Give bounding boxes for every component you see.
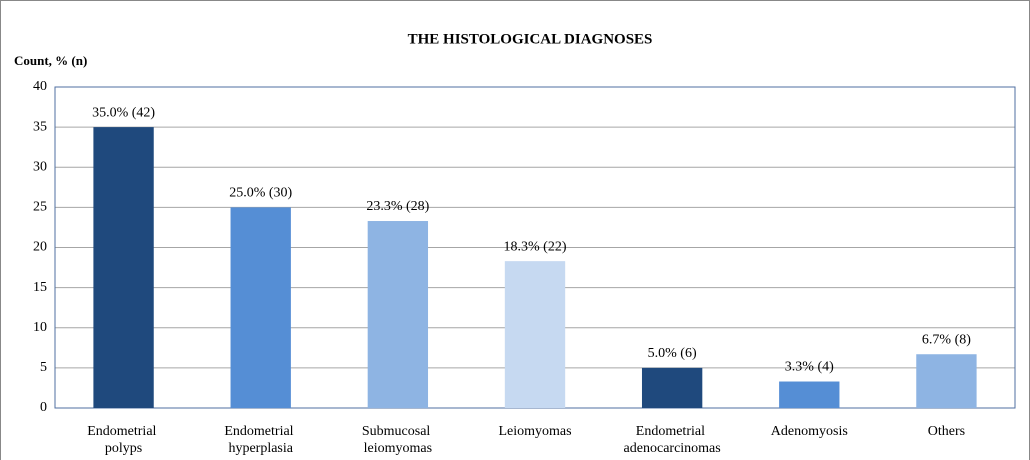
data-label: 23.3% (28) — [366, 199, 429, 214]
x-tick-label: Endometrial adenocarcinomas — [624, 424, 721, 456]
y-tick-label: 40 — [33, 79, 47, 94]
bar — [367, 221, 429, 408]
data-label: 18.3% (22) — [504, 239, 567, 254]
bar — [93, 127, 154, 408]
y-axis-label: Count, % (n) — [14, 53, 87, 68]
x-tick-label: Adenomyosis — [771, 424, 848, 439]
chart-title: THE HISTOLOGICAL DIAGNOSES — [408, 31, 653, 47]
data-label: 3.3% (4) — [785, 360, 834, 375]
y-tick-label: 35 — [33, 119, 47, 134]
data-label: 5.0% (6) — [648, 346, 697, 361]
y-tick-label: 20 — [33, 240, 47, 255]
y-tick-label: 10 — [33, 320, 47, 335]
data-label: 25.0% (30) — [229, 186, 292, 201]
x-tick-label: Others — [928, 424, 965, 439]
bar — [504, 261, 566, 408]
bar — [641, 367, 703, 408]
y-tick-label: 5 — [40, 360, 47, 375]
x-tick-label: Leiomyomas — [498, 424, 571, 439]
data-label: 35.0% (42) — [92, 105, 155, 120]
bar — [916, 354, 977, 408]
x-tick-label: Submucosal leiomyomas — [362, 424, 434, 456]
y-tick-label: 15 — [33, 280, 47, 295]
y-tick-label: 30 — [33, 159, 47, 174]
y-tick-label: 25 — [33, 200, 47, 215]
x-tick-label: Endometrial polyps — [87, 424, 160, 456]
y-tick-label: 0 — [40, 400, 47, 415]
data-label: 6.7% (8) — [922, 332, 971, 347]
x-tick-label: Endometrial hyperplasia — [224, 424, 297, 456]
bar — [230, 207, 291, 408]
bar — [779, 381, 840, 408]
